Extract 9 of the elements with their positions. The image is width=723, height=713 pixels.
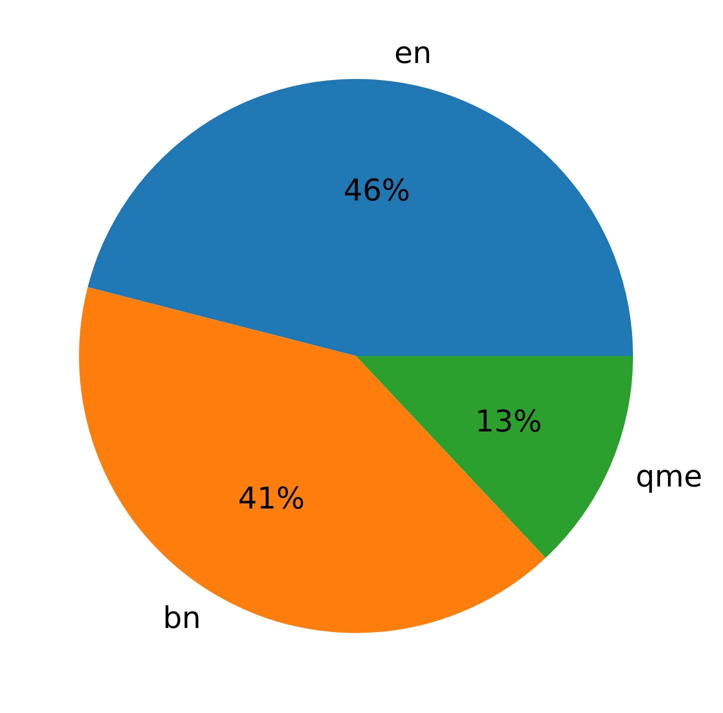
data-label: 13% bbox=[475, 404, 542, 440]
pie-slice bbox=[88, 80, 633, 356]
slice-label: bn bbox=[162, 600, 201, 636]
slice-label: qme bbox=[636, 460, 702, 495]
pie-slice bbox=[79, 287, 546, 633]
pie-slice bbox=[356, 356, 633, 558]
data-label: 46% bbox=[343, 174, 410, 209]
data-label: 41% bbox=[238, 482, 305, 517]
slice-label: en bbox=[394, 36, 432, 72]
